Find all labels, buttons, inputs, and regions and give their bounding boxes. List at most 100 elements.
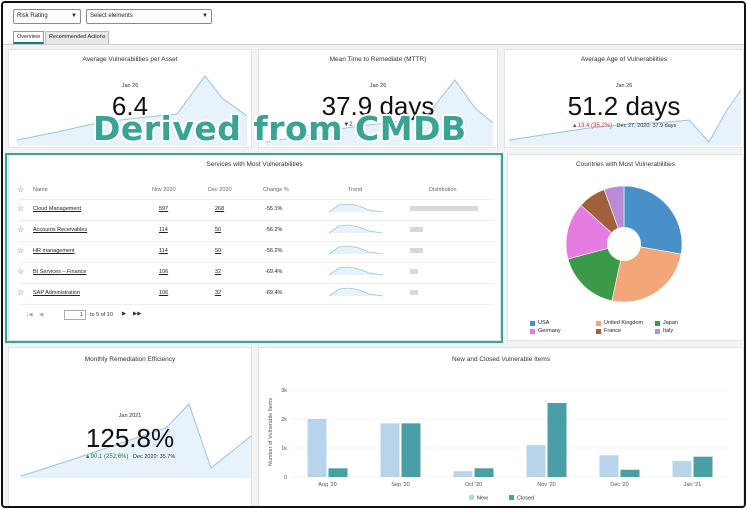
star-icon[interactable]: ☆ [17, 204, 25, 213]
legend-item[interactable]: USA [530, 320, 549, 326]
kpi-value: 37.9 days [321, 91, 435, 121]
star-icon[interactable]: ☆ [17, 267, 25, 276]
kpi-remediation-card[interactable]: Monthly Remediation Efficiency Jan 2021 … [8, 347, 252, 506]
bar-new-2[interactable] [453, 471, 473, 477]
legend-swatch [596, 328, 601, 334]
col-header-name[interactable]: Name [33, 187, 48, 193]
service-name-link[interactable]: HR management [33, 248, 75, 254]
col-header-nov[interactable]: Nov 2020 [152, 187, 176, 193]
star-icon[interactable]: ☆ [17, 225, 25, 234]
nov-count-link[interactable]: 597 [159, 206, 169, 212]
kpi-avg-age-card[interactable]: Average Age of Vulnerabilities Jan 26 51… [504, 49, 744, 148]
nov-count-link[interactable]: 106 [159, 290, 169, 296]
legend-label: Germany [538, 328, 561, 334]
delta-value: ▲13.4 (35.2%) [571, 123, 612, 129]
y-tick-label: 2k [281, 417, 287, 423]
kpi-delta: ▼2 [229, 122, 467, 128]
nov-count-link[interactable]: 114 [159, 227, 168, 233]
dec-count-link[interactable]: 50 [215, 248, 222, 254]
legend-label: United Kingdom [604, 320, 644, 326]
star-icon[interactable]: ☆ [17, 185, 25, 194]
legend-swatch [655, 328, 660, 334]
kpi-date: Jan 2021 [118, 413, 142, 419]
dec-count-link[interactable]: 32 [215, 269, 222, 275]
chevron-down-icon: ▼ [71, 13, 77, 19]
trend-sparkline [329, 245, 383, 255]
chevron-down-icon: ▼ [202, 13, 208, 19]
star-icon[interactable]: ☆ [17, 246, 25, 255]
col-header-distribution[interactable]: Distribution [429, 187, 457, 193]
star-icon[interactable]: ☆ [17, 288, 25, 297]
next-page-icon[interactable]: ▶ [122, 311, 127, 317]
col-header-change[interactable]: Change % [263, 187, 289, 193]
dec-count-link[interactable]: 50 [215, 227, 222, 233]
service-name-link[interactable]: Accounts Receivables [33, 227, 88, 233]
bar-new-0[interactable] [307, 419, 327, 477]
filter-bar: Risk Rating ▼ Select elements ▼ Overview… [3, 3, 744, 45]
tab-recommended-actions[interactable]: Recommended Actions [44, 31, 110, 44]
row-divider [19, 304, 494, 305]
bar-new-1[interactable] [380, 423, 400, 477]
dec-count-link[interactable]: 32 [215, 290, 222, 296]
change-percent: -69.4% [265, 290, 283, 296]
bar-closed-5[interactable] [693, 456, 713, 477]
tab-bar: Overview Recommended Actions [13, 31, 110, 44]
col-header-dec[interactable]: Dec 2020 [208, 187, 232, 193]
card-title: Monthly Remediation Efficiency [84, 356, 176, 363]
legend-label[interactable]: Closed [517, 496, 534, 502]
kpi-mttr-card[interactable]: Mean Time to Remediate (MTTR) Jan 26 37.… [258, 49, 498, 148]
service-name-link[interactable]: BI Services – Finance [33, 269, 87, 275]
sparkline-chart [265, 79, 493, 146]
risk-rating-select[interactable]: Risk Rating ▼ [13, 9, 81, 24]
legend-swatch [596, 320, 601, 326]
pie-hole [607, 227, 641, 261]
distribution-bar [410, 248, 423, 253]
trend-sparkline [329, 287, 383, 297]
legend-item[interactable]: Germany [530, 328, 561, 334]
bar-closed-1[interactable] [401, 423, 421, 477]
legend-swatch [530, 328, 535, 334]
legend-label: Japan [663, 320, 678, 326]
x-tick-label: Dec '20 [610, 482, 628, 488]
legend-item[interactable]: United Kingdom [596, 320, 643, 326]
x-tick-label: Sep '20 [391, 482, 409, 488]
sparkline-chart [17, 75, 247, 146]
elements-select[interactable]: Select elements ▼ [86, 9, 212, 24]
tab-overview[interactable]: Overview [13, 31, 44, 44]
legend-label[interactable]: New [477, 496, 488, 502]
bar-closed-2[interactable] [474, 468, 494, 477]
change-percent: -56.2% [265, 227, 283, 233]
bar-chart: Number of Vulnerable Items 0 1k 2k 3k Aug '2… [268, 388, 729, 502]
y-axis-label: Number of Vulnerable Items [268, 398, 274, 467]
nov-count-link[interactable]: 114 [159, 248, 168, 254]
legend-item[interactable]: Japan [655, 320, 678, 326]
bar-closed-0[interactable] [328, 468, 348, 477]
nov-count-link[interactable]: 106 [159, 269, 169, 275]
bar-closed-4[interactable] [620, 469, 640, 477]
bar-new-3[interactable] [526, 445, 546, 477]
kpi-avg-vulnerabilities-card[interactable]: Average Vulnerabilities per Asset Jan 26… [8, 49, 252, 148]
dec-count-link[interactable]: 268 [215, 206, 225, 212]
page-input[interactable]: 1 [64, 310, 86, 320]
trend-sparkline [329, 203, 383, 213]
distribution-bar [410, 227, 423, 232]
card-title: Mean Time to Remediate (MTTR) [329, 56, 427, 63]
col-header-trend[interactable]: Trend [348, 187, 363, 193]
bar-new-5[interactable] [672, 461, 692, 477]
header-divider [19, 199, 494, 200]
bar-new-4[interactable] [599, 455, 619, 477]
legend-label: France [604, 328, 622, 334]
bar-closed-3[interactable] [547, 403, 567, 477]
risk-rating-label: Risk Rating [17, 13, 48, 19]
legend-item[interactable]: Italy [655, 328, 673, 334]
pie-slice-japan[interactable] [567, 243, 625, 302]
kpi-delta: ▲90.1 (252.6%) Dec 2020: 35.7% [9, 454, 251, 460]
service-name-link[interactable]: SAP Administration [33, 290, 80, 296]
first-page-icon[interactable]: |◀ [27, 312, 33, 318]
change-percent: -55.1% [265, 206, 283, 212]
prev-page-icon[interactable]: ◀ [39, 312, 44, 318]
x-tick-label: Oct '20 [465, 482, 482, 488]
legend-item[interactable]: France [596, 328, 621, 334]
last-page-icon[interactable]: ▶▶ [133, 311, 142, 317]
service-name-link[interactable]: Cloud Management [33, 206, 82, 212]
